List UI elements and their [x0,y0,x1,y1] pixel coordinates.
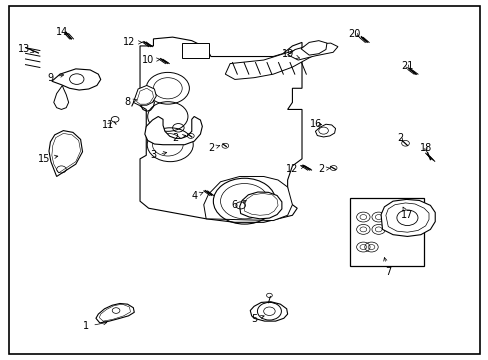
Polygon shape [239,192,281,219]
Polygon shape [250,302,287,321]
Text: 9: 9 [47,73,63,83]
Text: 3: 3 [150,150,166,160]
Text: 2: 2 [317,165,329,174]
Polygon shape [140,37,302,222]
Text: 5: 5 [250,314,264,324]
Text: 7: 7 [383,257,390,277]
Text: 13: 13 [18,45,34,54]
Text: 11: 11 [102,120,114,130]
Text: 14: 14 [56,27,68,37]
Text: 6: 6 [231,200,245,210]
Polygon shape [287,43,337,60]
Text: 15: 15 [38,154,58,164]
Polygon shape [144,117,202,145]
Polygon shape [203,176,292,221]
Text: 2: 2 [172,133,185,143]
Text: 10: 10 [142,55,160,65]
Text: 17: 17 [401,207,413,220]
Text: 18: 18 [419,143,431,153]
Text: 19: 19 [281,49,299,59]
Polygon shape [315,124,335,137]
Text: 2: 2 [207,143,219,153]
Text: 21: 21 [401,62,413,71]
Text: 16: 16 [309,118,322,129]
Polygon shape [380,199,434,237]
Text: 12: 12 [285,165,304,174]
Polygon shape [133,85,156,105]
Text: 12: 12 [123,37,142,48]
Text: 20: 20 [348,28,360,39]
Polygon shape [225,46,316,80]
Polygon shape [49,131,82,176]
Text: 2: 2 [396,133,403,143]
Polygon shape [301,41,326,55]
Text: 8: 8 [124,98,136,107]
Bar [349,198,424,266]
Text: 1: 1 [83,321,106,332]
Bar [182,44,208,58]
Text: 4: 4 [191,191,203,201]
Polygon shape [54,85,68,109]
Polygon shape [96,303,134,323]
Polygon shape [52,69,101,90]
